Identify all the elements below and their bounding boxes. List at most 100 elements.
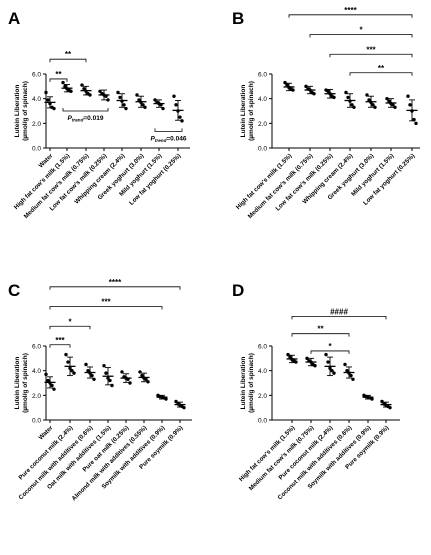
data-point (182, 405, 186, 410)
data-point (116, 90, 120, 95)
data-point (69, 89, 73, 93)
data-point (88, 371, 92, 375)
y-tick-label: 0.0 (32, 418, 41, 425)
data-point (332, 95, 336, 100)
data-point (106, 98, 110, 102)
data-point (161, 106, 165, 111)
data-point (285, 83, 289, 87)
data-point (106, 376, 110, 380)
data-point (122, 103, 126, 107)
data-point (412, 117, 416, 122)
y-tick-label: 4.0 (32, 96, 41, 103)
data-point (118, 95, 122, 100)
y-tick-label: 2.0 (258, 393, 267, 400)
y-tick-label: 0.0 (258, 418, 267, 425)
data-point (110, 383, 114, 388)
significance-bracket (49, 286, 181, 290)
significance-label: *** (101, 298, 111, 307)
data-point (174, 399, 178, 404)
data-point (46, 378, 50, 383)
x-tick-label: Water (37, 424, 54, 441)
y-tick-label: 2.0 (32, 393, 41, 400)
significance-bracket (309, 34, 413, 38)
trend-label: Ptrend=0.046 (151, 135, 187, 143)
significance-label: #### (330, 307, 348, 316)
trend-bracket (154, 128, 183, 132)
significance-bracket (291, 315, 387, 320)
y-tick-label: 0.0 (32, 146, 41, 153)
data-point (82, 87, 86, 91)
significance-bracket (49, 344, 71, 348)
data-point (313, 364, 317, 368)
data-point (332, 371, 336, 375)
y-axis-title: Lutein Liberation (14, 85, 21, 138)
data-point (387, 99, 391, 103)
significance-bracket (291, 333, 350, 337)
data-point (63, 84, 67, 89)
y-axis-title: Lutein Liberation (14, 357, 21, 410)
data-point (324, 352, 328, 357)
y-tick-label: 2.0 (258, 121, 267, 128)
data-point (86, 368, 90, 373)
data-point (178, 115, 182, 119)
data-point (291, 88, 295, 92)
y-tick-label: 6.0 (258, 344, 267, 351)
data-point (90, 373, 94, 378)
data-point (104, 94, 108, 98)
data-point (144, 377, 148, 381)
data-point (345, 368, 349, 373)
data-point (140, 373, 144, 378)
y-axis-title-unit: (µmol/g of spinach) (248, 81, 255, 141)
data-point (84, 89, 88, 93)
chart-panel-c: 0.0 2.0 4.0 6.0 Lutein Liberation (µmol/g of … (14, 278, 192, 502)
significance-bracket (49, 306, 163, 310)
y-tick-label: 4.0 (258, 368, 267, 375)
data-point (385, 96, 389, 101)
data-point (283, 80, 287, 85)
data-point (346, 95, 350, 100)
data-point (135, 93, 139, 97)
significance-label: * (328, 342, 332, 351)
data-point (48, 101, 52, 106)
data-point (328, 92, 332, 96)
data-point (61, 80, 65, 85)
data-point (373, 105, 377, 110)
data-point (52, 106, 56, 111)
data-point (120, 99, 124, 103)
data-point (172, 94, 176, 98)
y-tick-label: 6.0 (32, 344, 41, 351)
data-point (139, 100, 143, 105)
data-point (349, 373, 353, 378)
y-axis-title: Lutein Liberation (240, 85, 247, 138)
data-point (351, 377, 355, 381)
data-point (347, 371, 351, 375)
significance-label: ** (378, 64, 385, 73)
data-point (146, 380, 150, 384)
chart-panel-b: 0.0 2.0 4.0 6.0 Lutein Liberation (µmol/g of … (235, 6, 420, 220)
panel-label-d: D (232, 281, 244, 300)
data-point (309, 360, 313, 364)
significance-bracket (288, 14, 413, 18)
data-point (138, 370, 142, 374)
data-point (84, 362, 88, 367)
y-axis-title-unit: (µmol/g of spinach) (248, 353, 255, 413)
significance-bracket (49, 58, 87, 63)
data-point (92, 377, 96, 381)
chart-panel-d: 0.0 2.0 4.0 6.0 Lutein Liberation (µmol/g of … (238, 307, 400, 501)
significance-label: **** (344, 6, 357, 15)
data-point (68, 366, 72, 370)
y-tick-label: 0.0 (258, 146, 267, 153)
chart-panel-a: 0.0 2.0 4.0 6.0 Lutein Liberation (µmol/g of … (13, 50, 190, 220)
data-point (352, 105, 356, 110)
data-point (294, 360, 298, 364)
data-point (369, 100, 373, 105)
data-point (414, 121, 418, 126)
data-point (104, 371, 108, 375)
data-point (380, 399, 384, 404)
data-point (44, 372, 48, 377)
y-tick-label: 2.0 (32, 121, 41, 128)
data-point (348, 99, 352, 103)
data-point (98, 89, 102, 93)
